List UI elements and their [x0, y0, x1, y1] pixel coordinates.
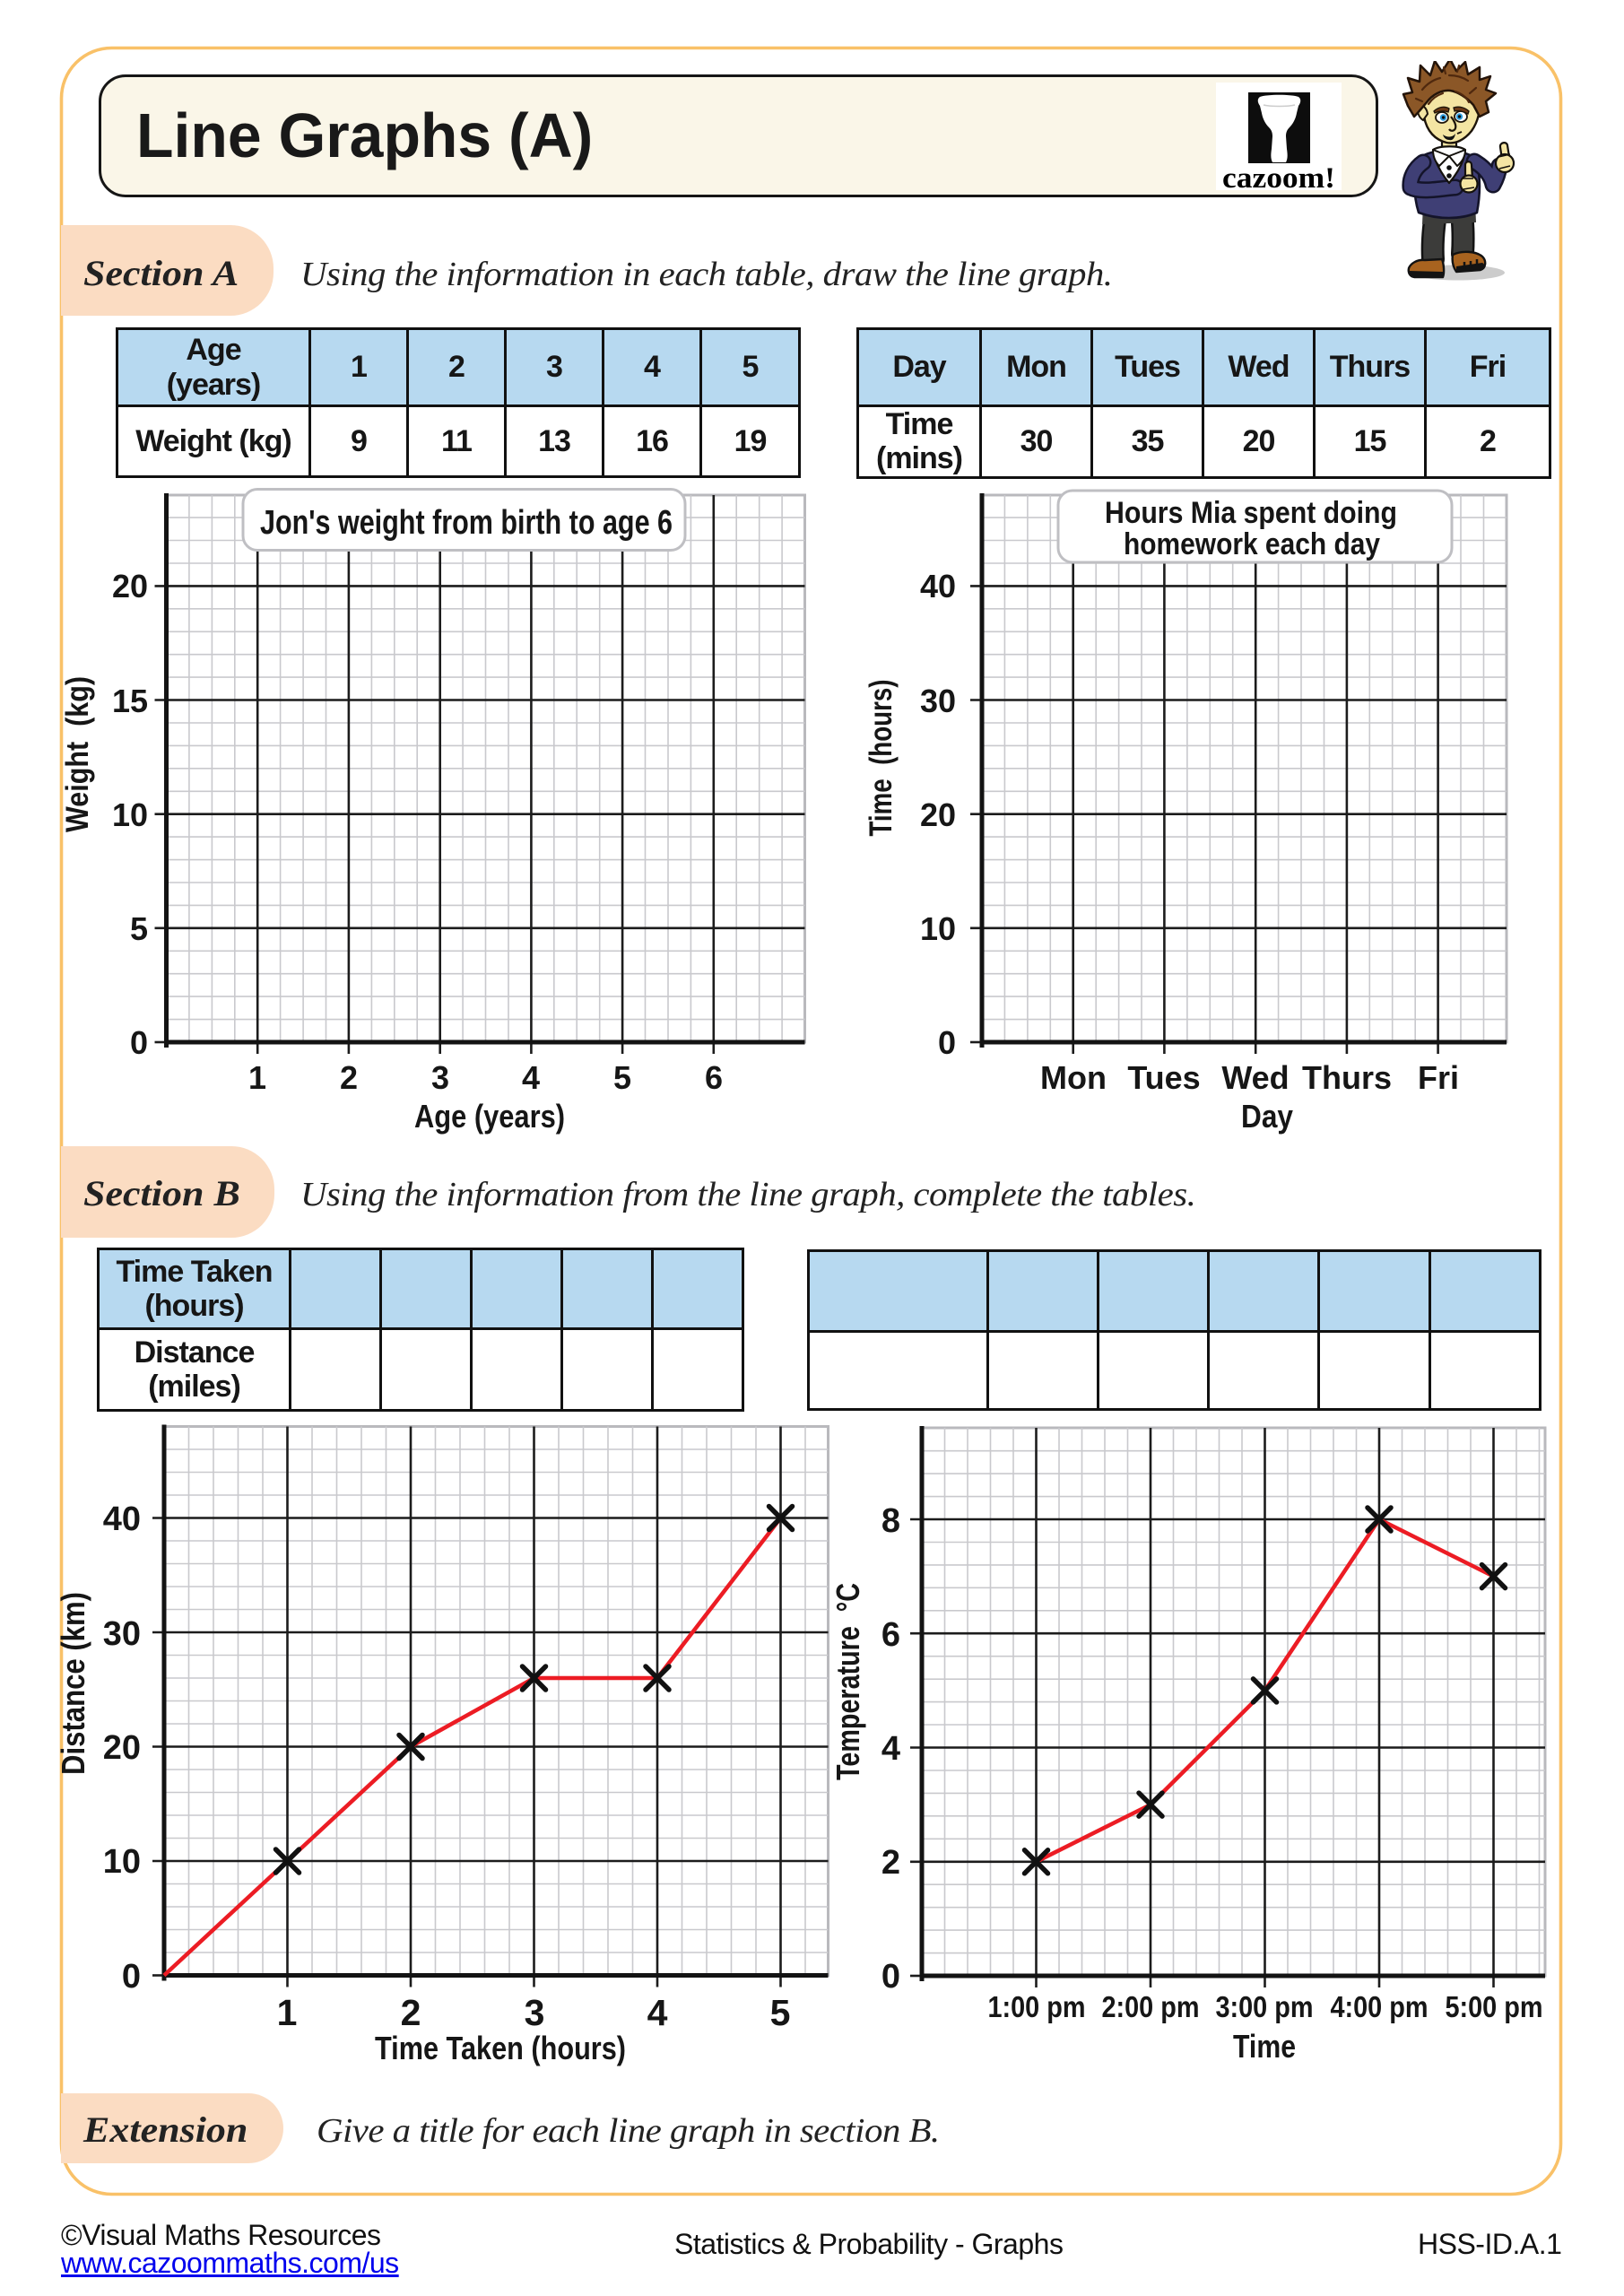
svg-text:10: 10: [112, 796, 148, 833]
svg-text:30: 30: [103, 1615, 141, 1653]
svg-text:4: 4: [522, 1059, 540, 1096]
svg-text:Time (hours): Time (hours): [864, 680, 899, 837]
svg-text:0: 0: [938, 1024, 956, 1061]
svg-text:1:00 pm: 1:00 pm: [988, 1990, 1086, 2023]
svg-text:40: 40: [103, 1500, 141, 1538]
svg-text:Jon's weight from birth to age: Jon's weight from birth to age 6: [260, 504, 673, 542]
svg-text:2:00 pm: 2:00 pm: [1102, 1990, 1200, 2023]
svg-text:10: 10: [103, 1843, 141, 1881]
svg-text:Hours Mia spent doing: Hours Mia spent doing: [1105, 496, 1397, 530]
svg-text:5: 5: [130, 910, 148, 947]
svg-text:4: 4: [647, 1992, 668, 2033]
svg-text:2: 2: [340, 1059, 358, 1096]
svg-text:1: 1: [277, 1992, 298, 2033]
svg-text:20: 20: [920, 796, 956, 833]
svg-text:30: 30: [920, 683, 956, 719]
svg-text:Distance (km): Distance (km): [55, 1592, 91, 1775]
svg-text:6: 6: [881, 1616, 900, 1654]
svg-text:2: 2: [881, 1844, 900, 1882]
svg-text:0: 0: [122, 1958, 141, 1996]
svg-text:Age (years): Age (years): [414, 1098, 565, 1135]
svg-text:3: 3: [431, 1059, 449, 1096]
svg-text:Tues: Tues: [1127, 1059, 1200, 1096]
svg-text:Temperature °C: Temperature °C: [829, 1583, 866, 1780]
svg-text:4: 4: [881, 1730, 900, 1768]
svg-text:3: 3: [525, 1992, 545, 2033]
svg-text:20: 20: [112, 568, 148, 604]
svg-text:4:00 pm: 4:00 pm: [1331, 1990, 1429, 2023]
svg-text:15: 15: [112, 683, 148, 719]
svg-text:3:00 pm: 3:00 pm: [1216, 1990, 1314, 2023]
svg-text:1: 1: [248, 1059, 266, 1096]
svg-text:8: 8: [881, 1502, 900, 1540]
svg-text:Time: Time: [1233, 2028, 1296, 2065]
svg-text:0: 0: [130, 1024, 148, 1061]
svg-text:40: 40: [920, 568, 956, 604]
svg-text:6: 6: [705, 1059, 723, 1096]
svg-text:20: 20: [103, 1729, 141, 1767]
svg-text:homework each day: homework each day: [1124, 527, 1380, 561]
svg-text:Weight (kg): Weight (kg): [60, 676, 95, 832]
svg-text:10: 10: [920, 910, 956, 947]
svg-text:Day: Day: [1241, 1098, 1293, 1135]
svg-text:Fri: Fri: [1418, 1059, 1459, 1096]
svg-text:Wed: Wed: [1221, 1059, 1289, 1096]
svg-text:5:00 pm: 5:00 pm: [1446, 1990, 1543, 2023]
svg-text:Mon: Mon: [1040, 1059, 1107, 1096]
svg-text:Thurs: Thurs: [1302, 1059, 1392, 1096]
svg-text:5: 5: [613, 1059, 631, 1096]
svg-text:cazoom!: cazoom!: [1222, 162, 1335, 190]
svg-text:0: 0: [881, 1958, 900, 1996]
svg-text:Time Taken (hours): Time Taken (hours): [375, 2030, 626, 2066]
svg-text:2: 2: [401, 1992, 421, 2033]
svg-text:5: 5: [770, 1992, 791, 2033]
